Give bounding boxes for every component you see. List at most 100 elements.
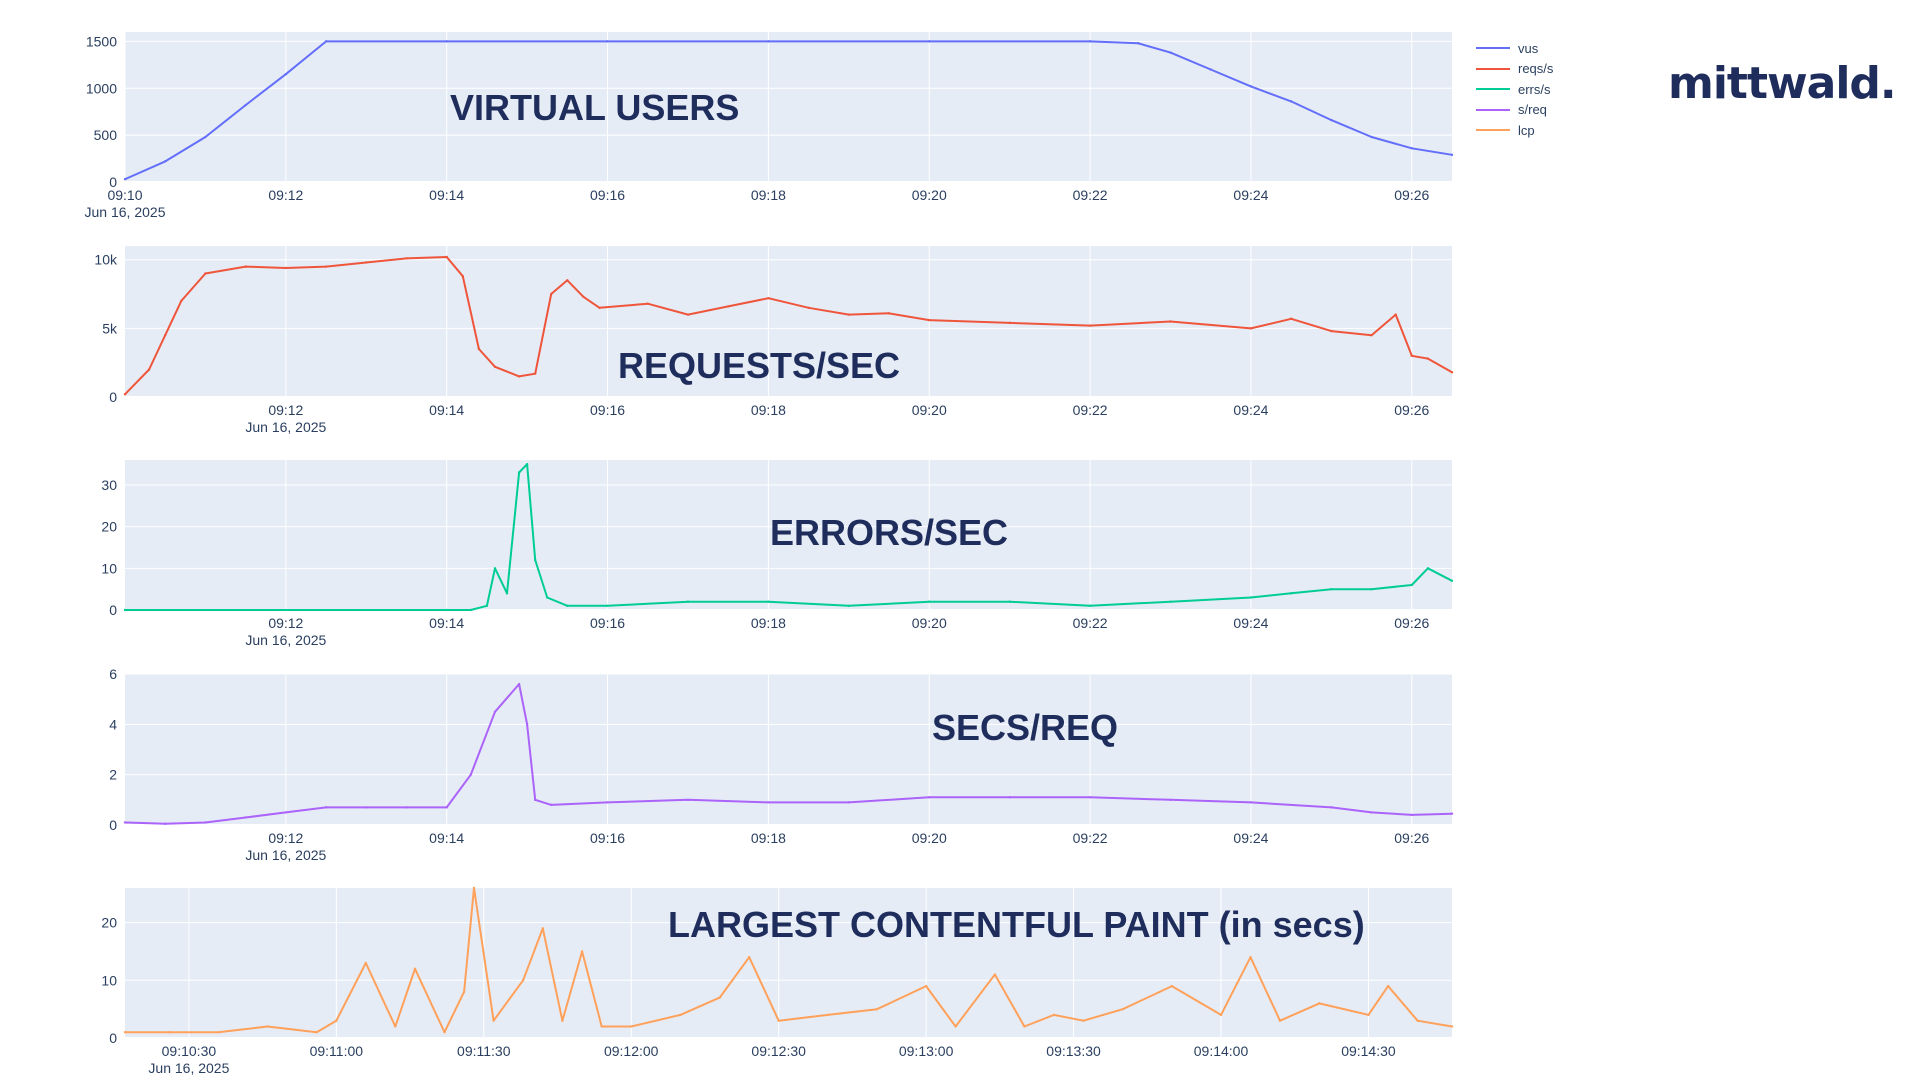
data-point (686, 600, 690, 603)
data-point (1088, 796, 1092, 799)
data-point (1450, 812, 1454, 815)
data-point (1289, 317, 1293, 320)
x-tick-label: 09:10 (107, 187, 142, 203)
chart-title: ERRORS/SEC (770, 512, 1008, 553)
x-date-label: Jun 16, 2025 (245, 419, 326, 435)
y-tick-label: 1000 (86, 80, 117, 96)
data-point (1450, 579, 1454, 583)
data-point (364, 961, 368, 965)
series-line-vus (124, 40, 1453, 181)
plot-background (125, 674, 1452, 825)
x-tick-label: 09:20 (912, 830, 947, 846)
x-tick-label: 09:24 (1233, 402, 1268, 418)
data-point (324, 806, 328, 809)
x-tick-label: 09:14:00 (1194, 1043, 1249, 1059)
x-tick-label: 09:12:00 (604, 1043, 659, 1059)
x-tick-label: 09:18 (751, 615, 786, 631)
data-point (1008, 600, 1011, 603)
y-tick-label: 5k (102, 320, 118, 336)
x-tick-label: 09:11:30 (457, 1043, 511, 1059)
y-tick-label: 10 (101, 560, 117, 576)
data-point (606, 40, 609, 43)
x-tick-label: 09:12 (268, 615, 303, 631)
data-point (443, 1031, 446, 1034)
chart-title: REQUESTS/SEC (618, 345, 900, 386)
data-point (517, 375, 521, 378)
data-point (164, 822, 167, 825)
data-point (686, 313, 690, 316)
x-tick-label: 09:11:00 (310, 1043, 364, 1059)
x-tick-label: 09:14 (429, 402, 464, 418)
legend-item-vus[interactable]: vus (1476, 38, 1553, 59)
mittwald-logo: mittwald. (1668, 58, 1897, 109)
legend-swatch-sreq (1476, 108, 1510, 111)
data-point (1088, 40, 1092, 43)
data-point (533, 372, 537, 375)
legend-swatch-errs (1476, 88, 1510, 91)
plot-background (125, 32, 1452, 182)
data-point (445, 608, 448, 612)
data-point (492, 1019, 495, 1022)
data-point (204, 272, 207, 275)
data-point (445, 255, 448, 259)
data-point (1170, 984, 1174, 988)
data-point (928, 318, 931, 322)
data-point (485, 604, 489, 608)
data-point (1249, 801, 1253, 804)
data-point (747, 956, 751, 959)
y-tick-label: 0 (109, 602, 117, 618)
data-point (993, 973, 997, 976)
data-point (679, 1013, 682, 1017)
legend-item-lcp[interactable]: lcp (1476, 120, 1553, 141)
data-point (517, 471, 521, 474)
data-point (168, 1031, 171, 1034)
data-point (365, 806, 368, 809)
legend-label-lcp: lcp (1518, 122, 1535, 138)
legend-label-vus: vus (1518, 40, 1539, 56)
y-tick-label: 0 (109, 1030, 117, 1046)
data-point (1416, 1019, 1419, 1022)
data-point (180, 299, 183, 303)
data-point (1386, 984, 1390, 988)
data-point (445, 40, 448, 43)
data-point (123, 1031, 127, 1034)
data-point (1249, 327, 1253, 330)
plot-background (125, 888, 1452, 1038)
x-tick-label: 09:13:00 (899, 1043, 954, 1059)
data-point (123, 177, 127, 181)
data-point (1450, 371, 1454, 374)
legend-item-errs[interactable]: errs/s (1476, 79, 1553, 100)
data-point (525, 723, 529, 726)
data-point (1023, 1025, 1026, 1028)
data-point (493, 710, 497, 713)
data-point (1330, 118, 1333, 122)
x-date-label: Jun 16, 2025 (148, 1060, 229, 1076)
y-tick-label: 20 (101, 915, 117, 931)
panel-reqss: 09:12 09:14 09:16 09:18 09:20 09:22 09:24 09:26… (94, 246, 1454, 435)
y-tick-label: 0 (109, 817, 117, 833)
data-point (1330, 806, 1333, 809)
data-point (646, 302, 649, 305)
data-point (1289, 100, 1293, 103)
x-tick-label: 09:26 (1394, 402, 1429, 418)
data-point (1370, 334, 1373, 337)
data-point (826, 1013, 830, 1017)
data-point (469, 608, 473, 612)
data-point (445, 806, 448, 809)
chart-title: LARGEST CONTENTFUL PAINT (in secs) (668, 904, 1365, 945)
x-tick-label: 09:18 (751, 830, 786, 846)
data-point (767, 296, 770, 300)
data-point (777, 1019, 780, 1022)
y-tick-label: 1500 (86, 33, 117, 49)
data-point (1082, 1019, 1085, 1022)
y-tick-label: 2 (109, 767, 117, 783)
data-point (266, 1025, 269, 1028)
x-tick-label: 09:22 (1073, 830, 1108, 846)
data-point (324, 265, 328, 268)
data-point (726, 305, 730, 308)
legend-item-sreq[interactable]: s/req (1476, 100, 1553, 121)
x-tick-label: 09:14 (429, 615, 464, 631)
data-point (582, 295, 585, 298)
legend-item-reqs[interactable]: reqs/s (1476, 59, 1553, 80)
x-tick-label: 09:14:30 (1341, 1043, 1396, 1059)
